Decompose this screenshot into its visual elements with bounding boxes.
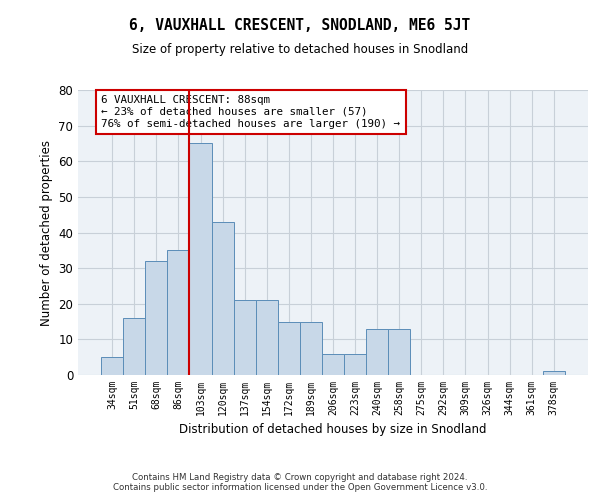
Bar xyxy=(256,300,278,375)
Bar xyxy=(322,354,344,375)
Bar xyxy=(366,328,388,375)
Bar xyxy=(344,354,366,375)
Bar xyxy=(101,357,123,375)
Bar xyxy=(543,372,565,375)
Bar xyxy=(123,318,145,375)
X-axis label: Distribution of detached houses by size in Snodland: Distribution of detached houses by size … xyxy=(179,424,487,436)
Text: 6 VAUXHALL CRESCENT: 88sqm
← 23% of detached houses are smaller (57)
76% of semi: 6 VAUXHALL CRESCENT: 88sqm ← 23% of deta… xyxy=(101,96,400,128)
Text: Contains HM Land Registry data © Crown copyright and database right 2024.
Contai: Contains HM Land Registry data © Crown c… xyxy=(113,473,487,492)
Bar xyxy=(278,322,300,375)
Bar xyxy=(300,322,322,375)
Bar xyxy=(388,328,410,375)
Bar xyxy=(145,261,167,375)
Bar xyxy=(233,300,256,375)
Y-axis label: Number of detached properties: Number of detached properties xyxy=(40,140,53,326)
Bar xyxy=(190,144,212,375)
Bar xyxy=(212,222,233,375)
Bar xyxy=(167,250,190,375)
Text: 6, VAUXHALL CRESCENT, SNODLAND, ME6 5JT: 6, VAUXHALL CRESCENT, SNODLAND, ME6 5JT xyxy=(130,18,470,32)
Text: Size of property relative to detached houses in Snodland: Size of property relative to detached ho… xyxy=(132,42,468,56)
